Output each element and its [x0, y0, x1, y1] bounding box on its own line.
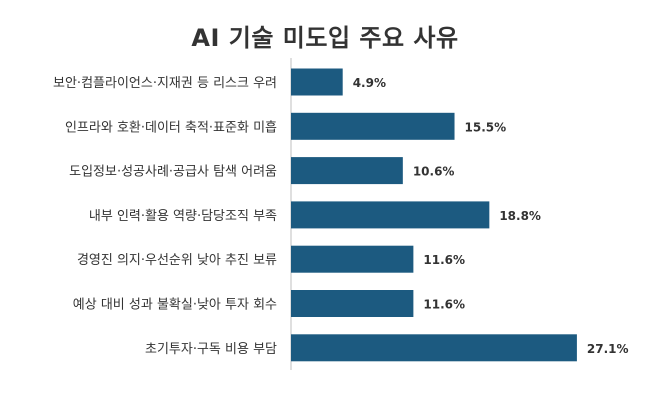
bar	[291, 68, 343, 96]
category-label: 초기투자·구독 비용 부담	[145, 342, 277, 357]
bar	[291, 201, 490, 229]
category-label: 예상 대비 성과 불확실·낮아 투자 회수	[73, 298, 277, 313]
category-label: 경영진 의지·우선순위 낮아 추진 보류	[77, 253, 277, 268]
bar	[291, 245, 414, 273]
data-label: 18.8%	[499, 209, 541, 223]
category-label: 보안·컴플라이언스·지재권 등 리스크 우려	[53, 76, 277, 91]
bar	[291, 290, 414, 317]
bar	[291, 334, 577, 362]
category-label: 내부 인력·활용 역량·담당조직 부족	[89, 209, 277, 224]
data-label: 11.6%	[423, 298, 465, 312]
data-label: 4.9%	[353, 76, 386, 90]
bar	[291, 112, 455, 140]
bar	[291, 157, 403, 185]
data-label: 10.6%	[413, 165, 455, 179]
data-label: 27.1%	[587, 342, 629, 356]
category-label: 도입정보·성공사례·공급사 탐색 어려움	[69, 165, 277, 180]
data-label: 15.5%	[465, 120, 507, 134]
chart-title: AI 기술 미도입 주요 사유	[191, 24, 459, 52]
data-label: 11.6%	[423, 253, 465, 267]
category-label: 인프라와 호환·데이터 축적·표준화 미흡	[65, 120, 277, 135]
